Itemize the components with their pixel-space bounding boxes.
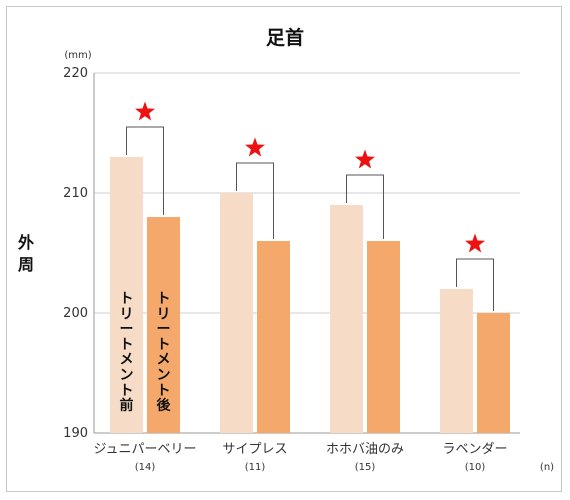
bar-before — [110, 157, 143, 433]
bar-before — [220, 193, 253, 433]
chart-title: 足首 — [266, 26, 304, 49]
count-label: (14) — [135, 462, 156, 473]
series-name-after: トリートメント後 — [157, 291, 172, 414]
bar-before — [440, 289, 473, 433]
y-tick-label: 220 — [63, 66, 88, 81]
count-label: (10) — [465, 462, 486, 473]
y-tick-label: 190 — [63, 426, 88, 441]
bar-before — [330, 205, 363, 433]
category-label: ラベンダー — [442, 442, 507, 457]
bar-after — [257, 241, 290, 433]
y-tick-label: 210 — [63, 186, 88, 201]
category-label: ホホバ油のみ — [326, 442, 404, 457]
bar-after — [367, 241, 400, 433]
significance-bracket — [236, 162, 274, 239]
series-name-before: トリートメント前 — [120, 291, 134, 414]
count-label: (11) — [245, 462, 266, 473]
significance-bracket — [456, 258, 494, 311]
y-tick-label: 200 — [63, 306, 88, 321]
y-unit: (mm) — [64, 50, 91, 61]
significance-bracket — [126, 126, 164, 215]
significance-bracket — [346, 174, 384, 239]
x-unit: (n) — [540, 462, 554, 473]
count-label: (15) — [355, 462, 376, 473]
bar-after — [147, 217, 180, 433]
significance-star-icon — [135, 101, 155, 121]
significance-star-icon — [465, 233, 485, 253]
bars — [110, 101, 510, 433]
y-axis-label: 外周 — [17, 233, 34, 274]
category-label: サイプレス — [222, 442, 287, 457]
category-label: ジュニパーベリー — [93, 442, 196, 457]
bar-after — [477, 313, 510, 433]
significance-star-icon — [245, 137, 265, 157]
significance-star-icon — [355, 149, 375, 169]
